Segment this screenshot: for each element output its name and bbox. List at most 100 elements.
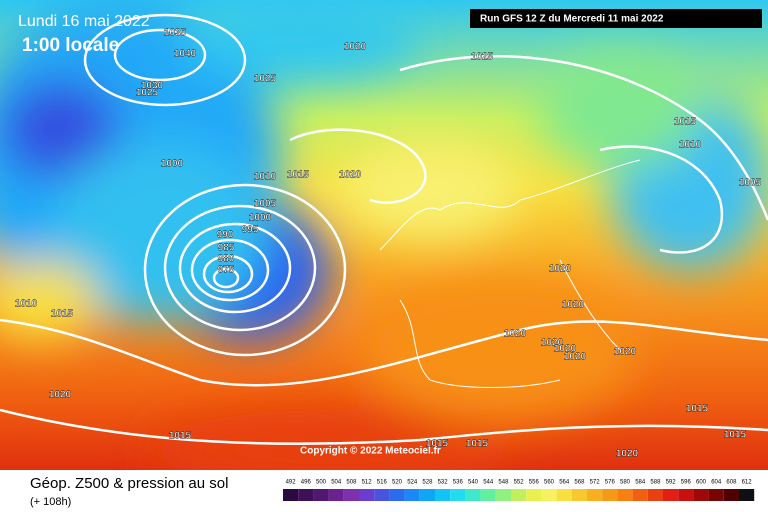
scale-label: 600 — [696, 480, 707, 486]
isobar-label: 1020 — [616, 449, 639, 460]
scale-swatch — [678, 489, 694, 501]
isobar-label: 1020 — [49, 390, 72, 401]
isobars — [0, 13, 768, 445]
isobar-label: 1025 — [254, 74, 277, 85]
isobar-label: 1020 — [562, 300, 585, 311]
scale-swatch — [556, 489, 572, 501]
scale-label: 528 — [422, 480, 433, 486]
scale-swatch — [389, 489, 405, 501]
run-info: Run GFS 12 Z du Mercredi 11 mai 2022 — [480, 14, 664, 25]
scale-swatch — [298, 489, 314, 501]
scale-label: 604 — [711, 480, 722, 486]
isobar-label: 1035 — [164, 28, 187, 39]
isobar-label: 1015 — [686, 404, 709, 415]
isobar-label: 975 — [218, 265, 235, 276]
scale-swatch — [708, 489, 724, 501]
scale-label: 532 — [438, 480, 449, 486]
coastlines — [379, 159, 641, 388]
scale-label: 520 — [392, 480, 403, 486]
scale-swatch — [480, 489, 496, 501]
scale-swatch — [313, 489, 329, 501]
isobar-label: 1005 — [739, 178, 762, 189]
isobar-label: 1025 — [136, 88, 159, 99]
scale-swatch — [283, 489, 299, 501]
isobar-label: 980 — [218, 254, 235, 265]
scale-swatch — [663, 489, 679, 501]
isobar-label: 1020 — [541, 338, 564, 349]
scale-label: 516 — [377, 480, 388, 486]
isobar-label: 1015 — [169, 431, 192, 442]
scale-swatch — [343, 489, 359, 501]
scale-swatch — [571, 489, 587, 501]
color-scale: 492 496 500 504 508 512 516 520 524 528 532 536 540 5… — [283, 480, 755, 501]
scale-label: 576 — [605, 480, 616, 486]
isobar-labels: 1035104010201025103010251025101510101005… — [15, 27, 762, 460]
isobar-label: 1040 — [174, 49, 197, 60]
scale-swatch — [723, 489, 739, 501]
scale-label: 540 — [468, 480, 479, 486]
local-time: 1:00 locale — [22, 35, 119, 56]
scale-label: 496 — [301, 480, 312, 486]
isobar-label: 1015 — [51, 309, 74, 320]
isobar-label: 1020 — [614, 347, 637, 358]
scale-swatch — [435, 489, 451, 501]
scale-swatch — [526, 489, 542, 501]
scale-label: 508 — [346, 480, 357, 486]
scale-label: 552 — [514, 480, 525, 486]
scale-label: 584 — [635, 480, 646, 486]
scale-label: 596 — [681, 480, 692, 486]
scale-label: 560 — [544, 480, 555, 486]
scale-label: 492 — [286, 480, 297, 486]
isobar-label: 1015 — [724, 430, 747, 441]
isobar-label: 1020 — [504, 329, 527, 340]
scale-swatch — [374, 489, 390, 501]
isobar-label: 990 — [217, 230, 234, 241]
scale-label: 588 — [650, 480, 661, 486]
footer-title: Géop. Z500 & pression au sol — [30, 475, 228, 492]
isobar-label: 1010 — [254, 172, 277, 183]
scale-label: 512 — [362, 480, 373, 486]
isobar-label: 1015 — [426, 439, 449, 450]
scale-swatch — [511, 489, 527, 501]
scale-swatch — [739, 489, 755, 501]
scale-label: 592 — [666, 480, 677, 486]
isobar-label: 1020 — [344, 42, 367, 53]
lead-time: (+ 108h) — [30, 496, 71, 508]
isobar-label: 1020 — [564, 352, 587, 363]
scale-label: 612 — [742, 480, 753, 486]
scale-swatch — [541, 489, 557, 501]
isobar-label: 1010 — [15, 299, 38, 310]
isobar-label: 1015 — [466, 439, 489, 450]
scale-swatch — [450, 489, 466, 501]
scale-swatch — [632, 489, 648, 501]
scale-swatch — [647, 489, 663, 501]
isobar-label: 1015 — [674, 117, 697, 128]
scale-label: 500 — [316, 480, 327, 486]
scale-label: 548 — [498, 480, 509, 486]
isobar-label: 1020 — [549, 264, 572, 275]
scale-label: 544 — [483, 480, 494, 486]
isobar-label: 1005 — [254, 199, 277, 210]
scale-label: 504 — [331, 480, 342, 486]
isobar-label: 1020 — [339, 170, 362, 181]
isobar-label: 1000 — [161, 159, 184, 170]
isobar-label: 1020 — [554, 344, 577, 355]
isobar-label: 1030 — [141, 81, 164, 92]
scale-label: 524 — [407, 480, 418, 486]
scale-swatch — [693, 489, 709, 501]
scale-label: 572 — [590, 480, 601, 486]
scale-label: 556 — [529, 480, 540, 486]
field-blobs — [0, 0, 768, 490]
scale-swatch — [328, 489, 344, 501]
isobar-label: 1015 — [287, 170, 310, 181]
scale-swatch — [404, 489, 420, 501]
scale-label: 564 — [559, 480, 570, 486]
scale-label: 608 — [726, 480, 737, 486]
scale-swatch — [419, 489, 435, 501]
isobar-label: 995 — [242, 225, 259, 236]
isobar-label: 985 — [218, 243, 235, 254]
scale-swatch — [617, 489, 633, 501]
isobar-label: 1025 — [471, 52, 494, 63]
date: Lundi 16 mai 2022 — [18, 13, 150, 30]
scale-swatch — [465, 489, 481, 501]
